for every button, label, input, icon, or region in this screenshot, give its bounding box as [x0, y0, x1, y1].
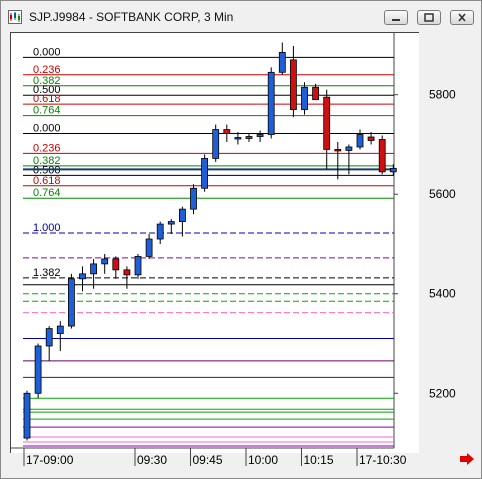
- time-tick-label: 17-10:30: [359, 453, 407, 467]
- time-tick-label: 17-09:00: [26, 453, 74, 467]
- minimize-button[interactable]: [384, 10, 408, 25]
- fib-set-2-label: 1.382: [33, 267, 61, 279]
- time-tick-label: 10:00: [248, 453, 278, 467]
- candle-body: [34, 345, 42, 394]
- price-tick-label: 5200: [429, 386, 456, 400]
- fib-set-1-label: 0.382: [33, 75, 61, 87]
- candle-body: [289, 59, 297, 111]
- candle-body: [23, 392, 31, 439]
- restore-icon: [424, 13, 434, 22]
- candle-body: [90, 263, 97, 275]
- candle-body: [245, 136, 253, 139]
- fib-set-2-label: 1.000: [33, 222, 61, 234]
- candle-body: [112, 258, 120, 271]
- candle-body: [367, 136, 375, 141]
- candle-body: [389, 167, 397, 173]
- price-tick-label: 5600: [429, 187, 456, 201]
- chart-app-icon: [8, 10, 22, 24]
- time-tick-label: 09:30: [137, 453, 167, 467]
- candle-body: [123, 269, 131, 276]
- candle-body: [156, 223, 164, 240]
- candle-body: [101, 258, 109, 265]
- candle-body: [301, 86, 308, 111]
- maximize-button[interactable]: [417, 10, 441, 25]
- candle-body: [256, 134, 264, 137]
- candle-body: [167, 221, 175, 225]
- candle-body: [278, 52, 286, 73]
- candle-body: [79, 273, 86, 280]
- minimize-icon: [392, 19, 400, 21]
- candle-body: [56, 325, 64, 334]
- candle-body: [134, 256, 142, 276]
- close-button[interactable]: [450, 10, 474, 25]
- candle-body: [45, 328, 53, 347]
- price-tick-label: 5800: [429, 88, 456, 102]
- candle-body: [234, 137, 242, 140]
- fib-set-2-label: 0.382: [33, 155, 61, 167]
- candle-body: [68, 278, 75, 327]
- price-tick-label: 5400: [429, 287, 456, 301]
- fib-set-1-label: 0.000: [33, 46, 61, 58]
- candle-body: [212, 129, 220, 159]
- fib-set-2-label: 0.000: [33, 123, 61, 135]
- candle-body: [267, 71, 275, 135]
- candle-body: [323, 96, 331, 150]
- candle-body: [312, 86, 320, 101]
- fib-set-2-label: 0.236: [33, 142, 61, 154]
- fib-set-1-label: 0.236: [33, 64, 61, 76]
- fib-set-2-label: 0.764: [33, 187, 61, 199]
- time-tick-label: 10:15: [304, 453, 334, 467]
- candle-body: [378, 139, 386, 173]
- candle-body: [223, 129, 231, 134]
- fib-set-1-label: 0.500: [33, 84, 61, 96]
- candle-body: [356, 134, 364, 148]
- candle-body: [201, 158, 209, 189]
- candle-body: [190, 187, 197, 210]
- chart-area[interactable]: 0.000 0.236 0.382 0.500 0.618 0.764 0.000 0.236…: [10, 32, 456, 467]
- candlestick-chart[interactable]: 0.0000.2360.3820.5000.6180.7640.0000.236…: [11, 33, 481, 473]
- fib-set-1-label: 0.764: [33, 105, 61, 117]
- candle-body: [334, 149, 342, 152]
- fib-set-1-label: 0.618: [33, 93, 61, 105]
- scroll-right-arrow-icon[interactable]: [459, 452, 475, 466]
- time-tick-label: 09:45: [193, 453, 223, 467]
- candle-body: [145, 238, 153, 257]
- title-bar[interactable]: SJP.J9984 - SOFTBANK CORP, 3 Min: [1, 1, 481, 33]
- window-title: SJP.J9984 - SOFTBANK CORP, 3 Min: [29, 10, 234, 24]
- fib-set-2-label: 0.618: [33, 175, 61, 187]
- candle-body: [178, 208, 186, 222]
- close-icon: [458, 13, 466, 22]
- candle-body: [345, 146, 353, 151]
